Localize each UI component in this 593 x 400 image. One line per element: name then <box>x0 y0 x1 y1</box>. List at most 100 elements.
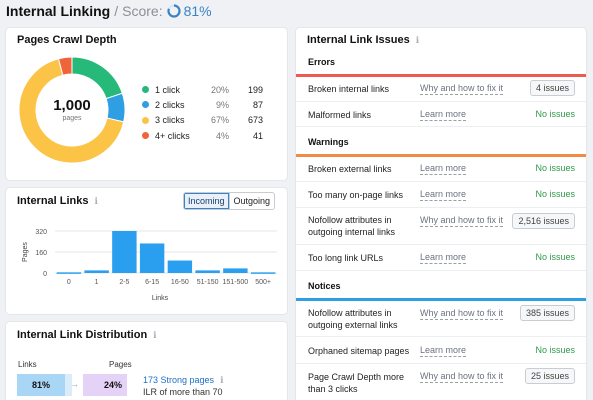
legend-row-1-click[interactable]: 1 click 20% 199 <box>142 82 277 97</box>
donut-slice-4[interactable] <box>57 56 73 76</box>
learn-more-link[interactable]: Learn more <box>420 189 467 201</box>
issue-name: Too long link URLs <box>308 253 384 263</box>
legend-count: 41 <box>252 130 263 141</box>
issue-row-malformed-links[interactable]: Malformed links Learn more No issues <box>296 102 586 127</box>
learn-more-link[interactable]: Learn more <box>420 163 467 175</box>
no-issues-status: No issues <box>535 189 575 199</box>
why-fix-link[interactable]: Why and how to fix it <box>420 371 504 383</box>
issue-row-broken-external-links[interactable]: Broken external links Learn more No issu… <box>296 156 586 182</box>
dist-pages-label: Pages <box>109 360 132 369</box>
issue-row-orphaned-sitemap[interactable]: Orphaned sitemap pages Learn more No iss… <box>296 337 586 364</box>
section-title: Errors <box>308 57 336 67</box>
issue-name: Nofollow attributes in outgoing internal… <box>308 215 396 237</box>
link-distribution-title: Internal Link Distribution ℹ <box>17 329 157 341</box>
why-fix-link[interactable]: Why and how to fix it <box>420 215 504 227</box>
dist-links-box: 81% <box>17 374 65 396</box>
internal-links-bar-chart: 0 160 320 Pages 0 1 2-5 6-15 16-50 51-150 151-500 5… <box>22 229 277 302</box>
no-issues-status: No issues <box>535 252 575 262</box>
toggle-incoming[interactable]: Incoming <box>184 193 229 209</box>
legend-label: 2 clicks <box>155 99 185 110</box>
bar-16-50[interactable] <box>167 260 193 273</box>
legend-count: 199 <box>247 84 263 95</box>
x-tick-label: 0 <box>67 279 71 286</box>
bar-500+[interactable] <box>250 272 276 274</box>
donut-slice-2[interactable] <box>105 92 126 123</box>
bar-51-150[interactable] <box>195 270 220 273</box>
crawl-depth-donut: 1,000 pages <box>18 56 126 164</box>
issue-count-badge[interactable]: 25 issues <box>524 368 575 384</box>
bar-2-5[interactable] <box>112 231 137 273</box>
legend-pct: 67% <box>210 115 229 126</box>
ilr-subtext: ILR of more than 70 <box>143 387 223 397</box>
bar-151-500[interactable] <box>223 268 248 273</box>
issue-name: Nofollow attributes in outgoing external… <box>308 308 398 330</box>
legend-dot <box>142 132 149 140</box>
link-distribution-title-text: Internal Link Distribution <box>17 329 148 341</box>
issue-row-nofollow-internal[interactable]: Nofollow attributes in outgoing internal… <box>296 208 586 245</box>
issue-count-badge[interactable]: 2,516 issues <box>512 213 575 229</box>
learn-more-link[interactable]: Learn more <box>420 252 467 264</box>
y-tick-label: 320 <box>35 229 47 236</box>
learn-more-link[interactable]: Learn more <box>420 345 467 357</box>
issue-count-badge[interactable]: 4 issues <box>529 80 575 96</box>
incoming-outgoing-toggle: Incoming Outgoing <box>183 192 276 210</box>
legend-row-4-plus-clicks[interactable]: 4+ clicks 4% 41 <box>142 128 277 143</box>
issue-name: Broken internal links <box>308 84 390 94</box>
internal-links-title: Internal Links ℹ <box>17 195 98 207</box>
internal-links-card: Internal Links ℹ Incoming Outgoing 0 160 3… <box>6 188 287 314</box>
why-fix-link[interactable]: Why and how to fix it <box>420 83 504 95</box>
crawl-depth-legend: 1 click 20% 199 2 clicks 9% 87 3 clicks … <box>142 82 277 143</box>
legend-count: 87 <box>252 99 263 110</box>
strong-pages-text[interactable]: 173 Strong pages <box>143 375 215 385</box>
info-icon[interactable]: ℹ <box>220 375 224 385</box>
issue-name: Malformed links <box>308 110 372 120</box>
issue-row-broken-internal-links[interactable]: Broken internal links Why and how to fix… <box>296 77 586 102</box>
dist-links-rest <box>65 374 72 396</box>
x-tick-label: 2-5 <box>119 279 129 286</box>
page-header: Internal Linking / Score: 81% <box>6 2 212 20</box>
legend-label: 1 click <box>155 84 181 95</box>
issue-row-long-urls[interactable]: Too long link URLs Learn more No issues <box>296 245 586 271</box>
legend-pct: 4% <box>215 130 229 141</box>
issue-row-too-many-links[interactable]: Too many on-page links Learn more No iss… <box>296 182 586 208</box>
link-distribution-card: Internal Link Distribution ℹ Links Pages… <box>6 322 287 400</box>
link-issues-card: Internal Link Issues ℹ Errors Broken int… <box>296 28 586 400</box>
y-tick-label: 160 <box>35 250 47 257</box>
info-icon[interactable]: ℹ <box>94 195 98 206</box>
toggle-outgoing[interactable]: Outgoing <box>228 193 275 209</box>
no-issues-status: No issues <box>535 163 575 173</box>
learn-more-link[interactable]: Learn more <box>420 109 467 121</box>
info-icon[interactable]: ℹ <box>153 329 157 340</box>
section-color-bar <box>296 154 586 157</box>
x-tick-label: 151-500 <box>223 279 249 286</box>
legend-row-2-clicks[interactable]: 2 clicks 9% 87 <box>142 97 277 112</box>
legend-pct: 9% <box>215 99 229 110</box>
title-separator: / <box>114 3 119 19</box>
info-icon[interactable]: ℹ <box>415 34 420 45</box>
page-title: Internal Linking <box>6 3 111 19</box>
donut-slice-3[interactable] <box>18 58 125 164</box>
x-axis-label: Links <box>152 295 169 302</box>
legend-label: 4+ clicks <box>155 130 190 141</box>
legend-row-3-clicks[interactable]: 3 clicks 67% 673 <box>142 113 277 128</box>
issue-row-crawl-depth[interactable]: Page Crawl Depth more than 3 clicks Why … <box>296 364 586 400</box>
section-warnings: Warnings <box>296 130 586 157</box>
legend-label: 3 clicks <box>155 115 185 126</box>
legend-pct: 20% <box>210 84 229 95</box>
donut-slice-1[interactable] <box>71 56 123 100</box>
arrow-right-icon: → <box>70 379 79 389</box>
issue-count-badge[interactable]: 385 issues <box>519 305 575 321</box>
bar-1[interactable] <box>84 270 109 273</box>
x-tick-label: 16-50 <box>171 279 189 286</box>
donut-center-label: pages <box>62 115 82 122</box>
section-errors: Errors <box>296 50 586 77</box>
strong-pages-link[interactable]: 173 Strong pages ℹ <box>143 375 223 386</box>
legend-dot <box>142 101 149 109</box>
bar-6-15[interactable] <box>139 243 165 273</box>
link-issues-title-text: Internal Link Issues <box>307 34 410 46</box>
why-fix-link[interactable]: Why and how to fix it <box>420 308 504 320</box>
issue-row-nofollow-external[interactable]: Nofollow attributes in outgoing external… <box>296 300 586 337</box>
section-color-bar <box>296 298 586 301</box>
bar-0[interactable] <box>56 272 82 274</box>
legend-dot <box>142 116 149 124</box>
